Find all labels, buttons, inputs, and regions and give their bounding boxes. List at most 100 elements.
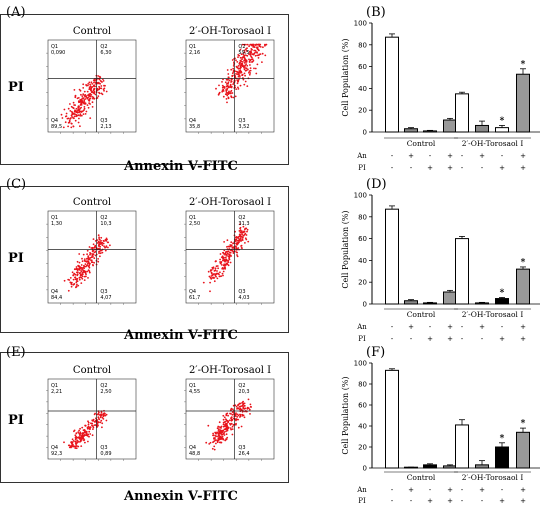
event-dot xyxy=(231,96,233,99)
event-dot xyxy=(236,416,239,418)
event-dot xyxy=(98,91,100,94)
y-tick-label: 40 xyxy=(358,257,367,265)
event-dot xyxy=(78,88,81,91)
bar xyxy=(495,298,509,305)
event-dot xyxy=(93,88,96,91)
event-dot xyxy=(74,119,77,122)
event-dot xyxy=(78,265,81,268)
event-dot xyxy=(100,413,103,416)
flow-ylabel: PI xyxy=(8,251,24,266)
event-dot xyxy=(212,434,214,437)
event-dot xyxy=(222,423,225,426)
event-dot xyxy=(220,433,223,436)
event-dot xyxy=(87,96,90,98)
event-dot xyxy=(74,447,77,449)
event-dot xyxy=(100,92,103,95)
event-dot xyxy=(226,429,229,432)
event-dot xyxy=(84,441,86,444)
event-dot xyxy=(81,436,84,439)
event-dot xyxy=(213,445,216,448)
pi-sign: + xyxy=(427,497,433,505)
event-dot xyxy=(241,247,243,250)
event-dot xyxy=(88,435,90,438)
event-dot xyxy=(82,97,85,100)
event-dot xyxy=(228,419,231,422)
bar xyxy=(475,302,489,305)
event-dot xyxy=(225,91,228,93)
event-dot xyxy=(103,412,106,415)
event-dot xyxy=(223,434,226,436)
event-dot xyxy=(218,441,221,444)
event-dot xyxy=(102,414,105,417)
event-dot xyxy=(235,247,238,250)
event-dot xyxy=(219,262,222,265)
event-dot xyxy=(90,81,93,84)
event-dot xyxy=(239,236,242,238)
event-dot xyxy=(225,425,228,427)
event-dot xyxy=(74,440,77,443)
event-dot xyxy=(236,240,239,242)
event-dot xyxy=(258,53,261,56)
event-dot xyxy=(225,259,228,262)
event-dot xyxy=(237,65,240,67)
event-dot xyxy=(75,266,78,268)
event-dot xyxy=(232,67,235,70)
event-dot xyxy=(101,242,104,244)
annexin-sign: - xyxy=(461,486,464,494)
quadrant-name: Q4 xyxy=(51,289,58,295)
event-dot xyxy=(91,422,94,425)
event-dot xyxy=(86,264,89,266)
event-dot xyxy=(248,70,251,72)
event-dot xyxy=(247,398,250,401)
event-dot xyxy=(98,414,101,416)
event-dot xyxy=(242,53,245,56)
event-dot xyxy=(102,239,105,242)
significance-marker: * xyxy=(521,419,526,429)
event-dot xyxy=(105,419,108,422)
quadrant-name: Q1 xyxy=(51,215,58,221)
event-dot xyxy=(83,106,86,108)
event-dot xyxy=(253,67,255,70)
event-dot xyxy=(243,83,246,86)
bar xyxy=(455,238,469,305)
event-dot xyxy=(96,423,99,426)
event-dot xyxy=(236,254,238,256)
event-dot xyxy=(85,273,87,276)
event-dot xyxy=(215,442,217,445)
event-dot xyxy=(227,426,230,429)
event-dot xyxy=(84,425,87,427)
panel-frame xyxy=(0,352,289,483)
quadrant-value: 84,4 xyxy=(51,295,62,301)
flow-ylabel: PI xyxy=(8,80,24,95)
event-dot xyxy=(222,414,225,417)
event-dot xyxy=(222,429,225,432)
event-dot xyxy=(237,88,240,90)
event-dot xyxy=(239,223,241,226)
pi-sign: - xyxy=(461,164,464,172)
event-dot xyxy=(87,421,90,424)
event-dot xyxy=(232,83,235,85)
event-dot xyxy=(248,53,250,55)
event-dot xyxy=(101,416,104,419)
event-dot xyxy=(99,421,102,424)
event-dot xyxy=(221,430,224,433)
event-dot xyxy=(79,440,82,443)
event-dot xyxy=(70,283,73,286)
event-dot xyxy=(107,241,110,244)
bar xyxy=(404,128,418,133)
event-dot xyxy=(89,117,92,119)
event-dot xyxy=(209,290,211,293)
event-dot xyxy=(65,115,68,117)
event-dot xyxy=(241,233,244,236)
event-dot xyxy=(70,285,73,288)
event-dot xyxy=(63,441,65,444)
event-dot xyxy=(88,246,91,248)
event-dot xyxy=(227,264,230,267)
pi-sign: - xyxy=(391,497,394,505)
event-dot xyxy=(234,76,237,79)
event-dot xyxy=(243,72,246,75)
event-dot xyxy=(87,94,89,97)
event-dot xyxy=(89,97,92,100)
event-dot xyxy=(82,435,85,437)
